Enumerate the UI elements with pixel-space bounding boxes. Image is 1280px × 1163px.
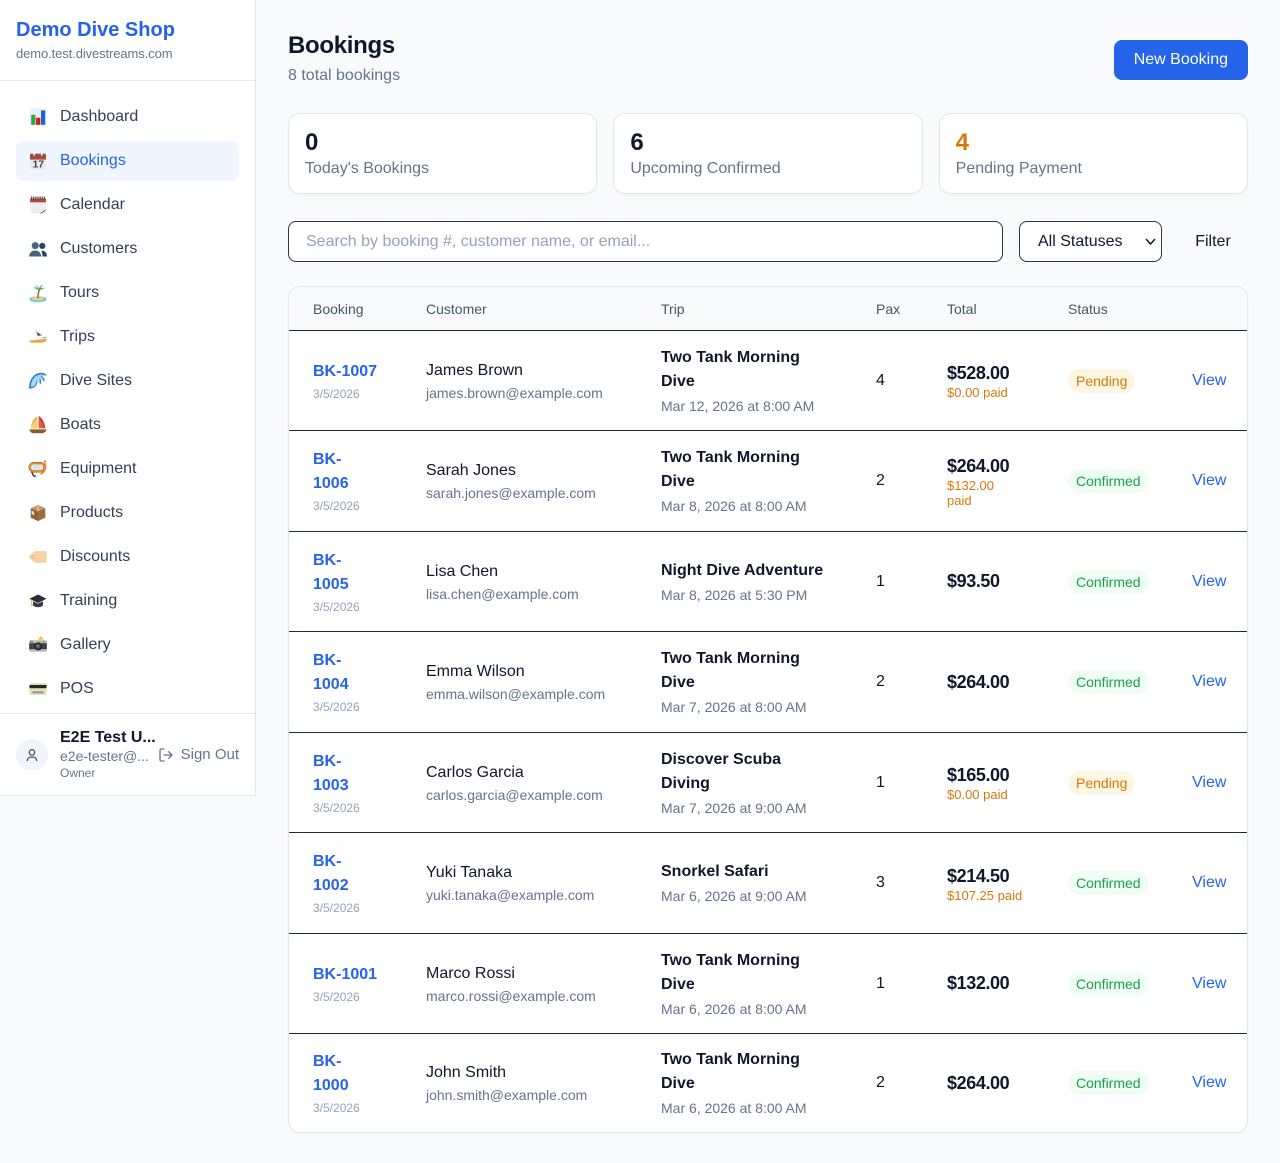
svg-text:17: 17 <box>32 158 44 170</box>
